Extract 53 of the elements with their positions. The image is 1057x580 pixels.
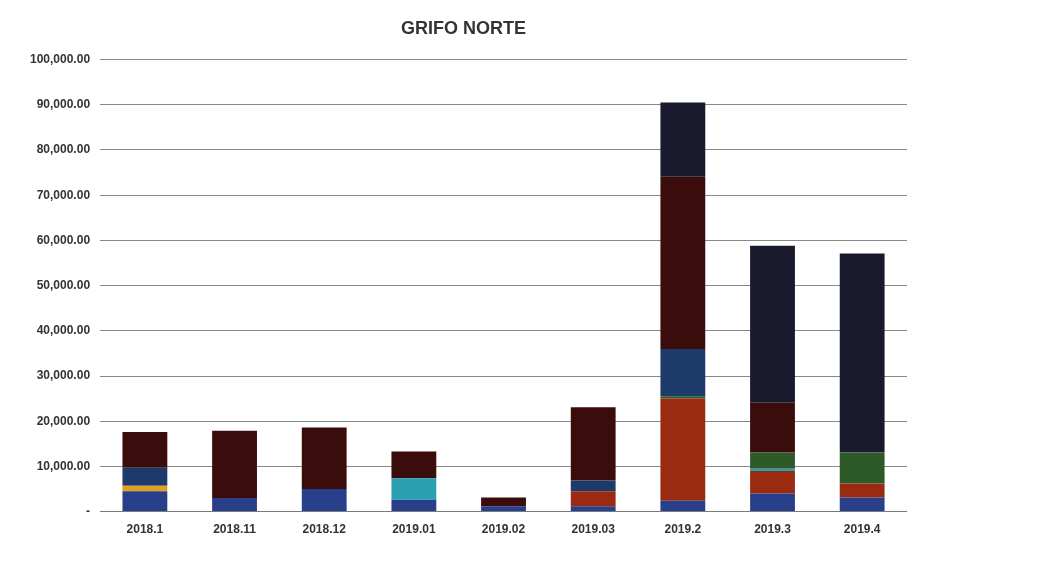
bar — [660, 398, 706, 501]
x-tick-label: 2019.4 — [843, 522, 881, 537]
y-tick-label: 100,000.00 — [30, 51, 91, 66]
y-tick-label: - — [86, 503, 91, 518]
bar — [839, 253, 885, 453]
bar — [570, 491, 616, 507]
bar — [122, 491, 168, 512]
y-tick-label: 90,000.00 — [36, 97, 91, 112]
bar — [391, 451, 437, 479]
x-tick-label: 2019.2 — [664, 522, 702, 537]
bar — [122, 485, 168, 492]
bar — [660, 102, 706, 177]
x-tick-label: 2019.03 — [571, 522, 616, 537]
bar — [570, 480, 616, 492]
bar — [839, 483, 885, 498]
bar — [391, 478, 437, 500]
bar — [481, 497, 526, 507]
bar — [481, 506, 526, 512]
x-tick-label: 2018.11 — [213, 522, 257, 537]
bar — [122, 467, 168, 486]
bar — [212, 498, 257, 512]
y-tick-label: 40,000.00 — [36, 323, 91, 338]
bar — [570, 407, 616, 481]
x-tick-label: 2018.1 — [126, 522, 164, 537]
bar — [750, 470, 795, 494]
x-tick-label: 2018.12 — [302, 522, 347, 537]
bar — [660, 500, 706, 512]
bar — [391, 499, 437, 512]
bar — [750, 402, 795, 453]
bar — [660, 396, 706, 399]
bar — [212, 430, 257, 499]
y-tick-label: 30,000.00 — [36, 368, 91, 383]
bar — [301, 427, 347, 489]
bar — [839, 497, 885, 512]
bar — [750, 245, 795, 403]
bar — [750, 452, 795, 469]
bar — [750, 493, 795, 512]
y-tick-label: 60,000.00 — [36, 232, 91, 247]
chart-title: GRIFO NORTE — [401, 17, 526, 38]
bar — [660, 176, 706, 349]
y-tick-label: 50,000.00 — [36, 277, 91, 292]
bar — [839, 452, 885, 484]
x-tick-label: 2019.3 — [754, 522, 792, 537]
bar — [122, 432, 168, 468]
y-tick-label: 20,000.00 — [36, 413, 91, 428]
bar — [301, 489, 347, 512]
y-tick-label: 80,000.00 — [36, 142, 91, 157]
bar — [660, 348, 706, 397]
x-tick-label: 2019.01 — [392, 522, 436, 537]
y-tick-label: 10,000.00 — [36, 458, 91, 473]
x-tick-label: 2019.02 — [481, 522, 526, 537]
bar — [570, 506, 616, 512]
y-tick-label: 70,000.00 — [36, 187, 91, 202]
